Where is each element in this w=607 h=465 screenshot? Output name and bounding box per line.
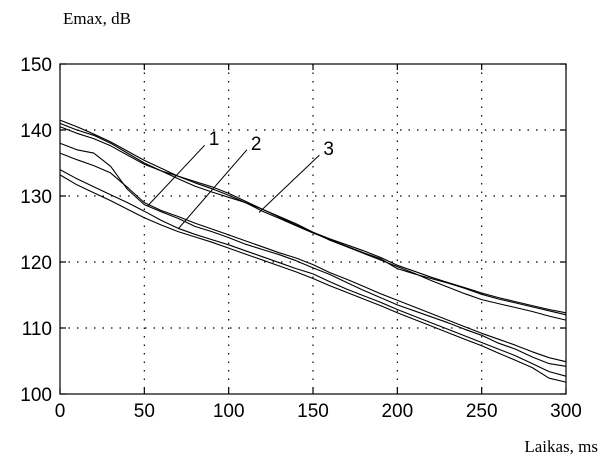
y-axis-title: Emax, dB <box>63 9 131 28</box>
series-line-6 <box>59 169 567 377</box>
y-tick-label: 150 <box>20 55 52 76</box>
x-tick-label: 150 <box>297 401 329 422</box>
y-tick-label: 140 <box>20 121 52 142</box>
annotation-label-2: 2 <box>251 134 262 155</box>
series-line-2 <box>59 126 567 314</box>
axes: 0 50 100 150 200 250 300 100 110 120 130 140 150 <box>20 55 582 422</box>
series-group <box>59 119 567 383</box>
x-axis-title: Laikas, ms <box>524 437 598 456</box>
y-tick-label: 120 <box>20 253 52 274</box>
x-tick-label: 300 <box>550 401 582 422</box>
y-tick-label: 110 <box>22 319 52 340</box>
y-tick-label: 130 <box>20 187 52 208</box>
series-line-5 <box>59 152 567 363</box>
y-tick-label: 100 <box>20 385 52 406</box>
series-line-1 <box>59 122 567 316</box>
series-line-4 <box>59 142 567 367</box>
x-tick-label: 100 <box>213 401 245 422</box>
grid <box>60 64 566 394</box>
series-line-7 <box>59 174 567 383</box>
annotation-label-3: 3 <box>323 139 334 160</box>
x-tick-label: 0 <box>55 401 66 422</box>
annotation-label-1: 1 <box>209 129 220 150</box>
annotations: 1 2 3 <box>147 129 334 230</box>
series-line-3 <box>59 119 567 321</box>
annotation-leader-3 <box>258 154 320 213</box>
annotation-leader-1 <box>147 144 206 207</box>
annotation-leader-2 <box>177 149 248 230</box>
x-tick-label: 200 <box>381 401 413 422</box>
x-tick-label: 250 <box>466 401 498 422</box>
x-tick-label: 50 <box>134 401 155 422</box>
